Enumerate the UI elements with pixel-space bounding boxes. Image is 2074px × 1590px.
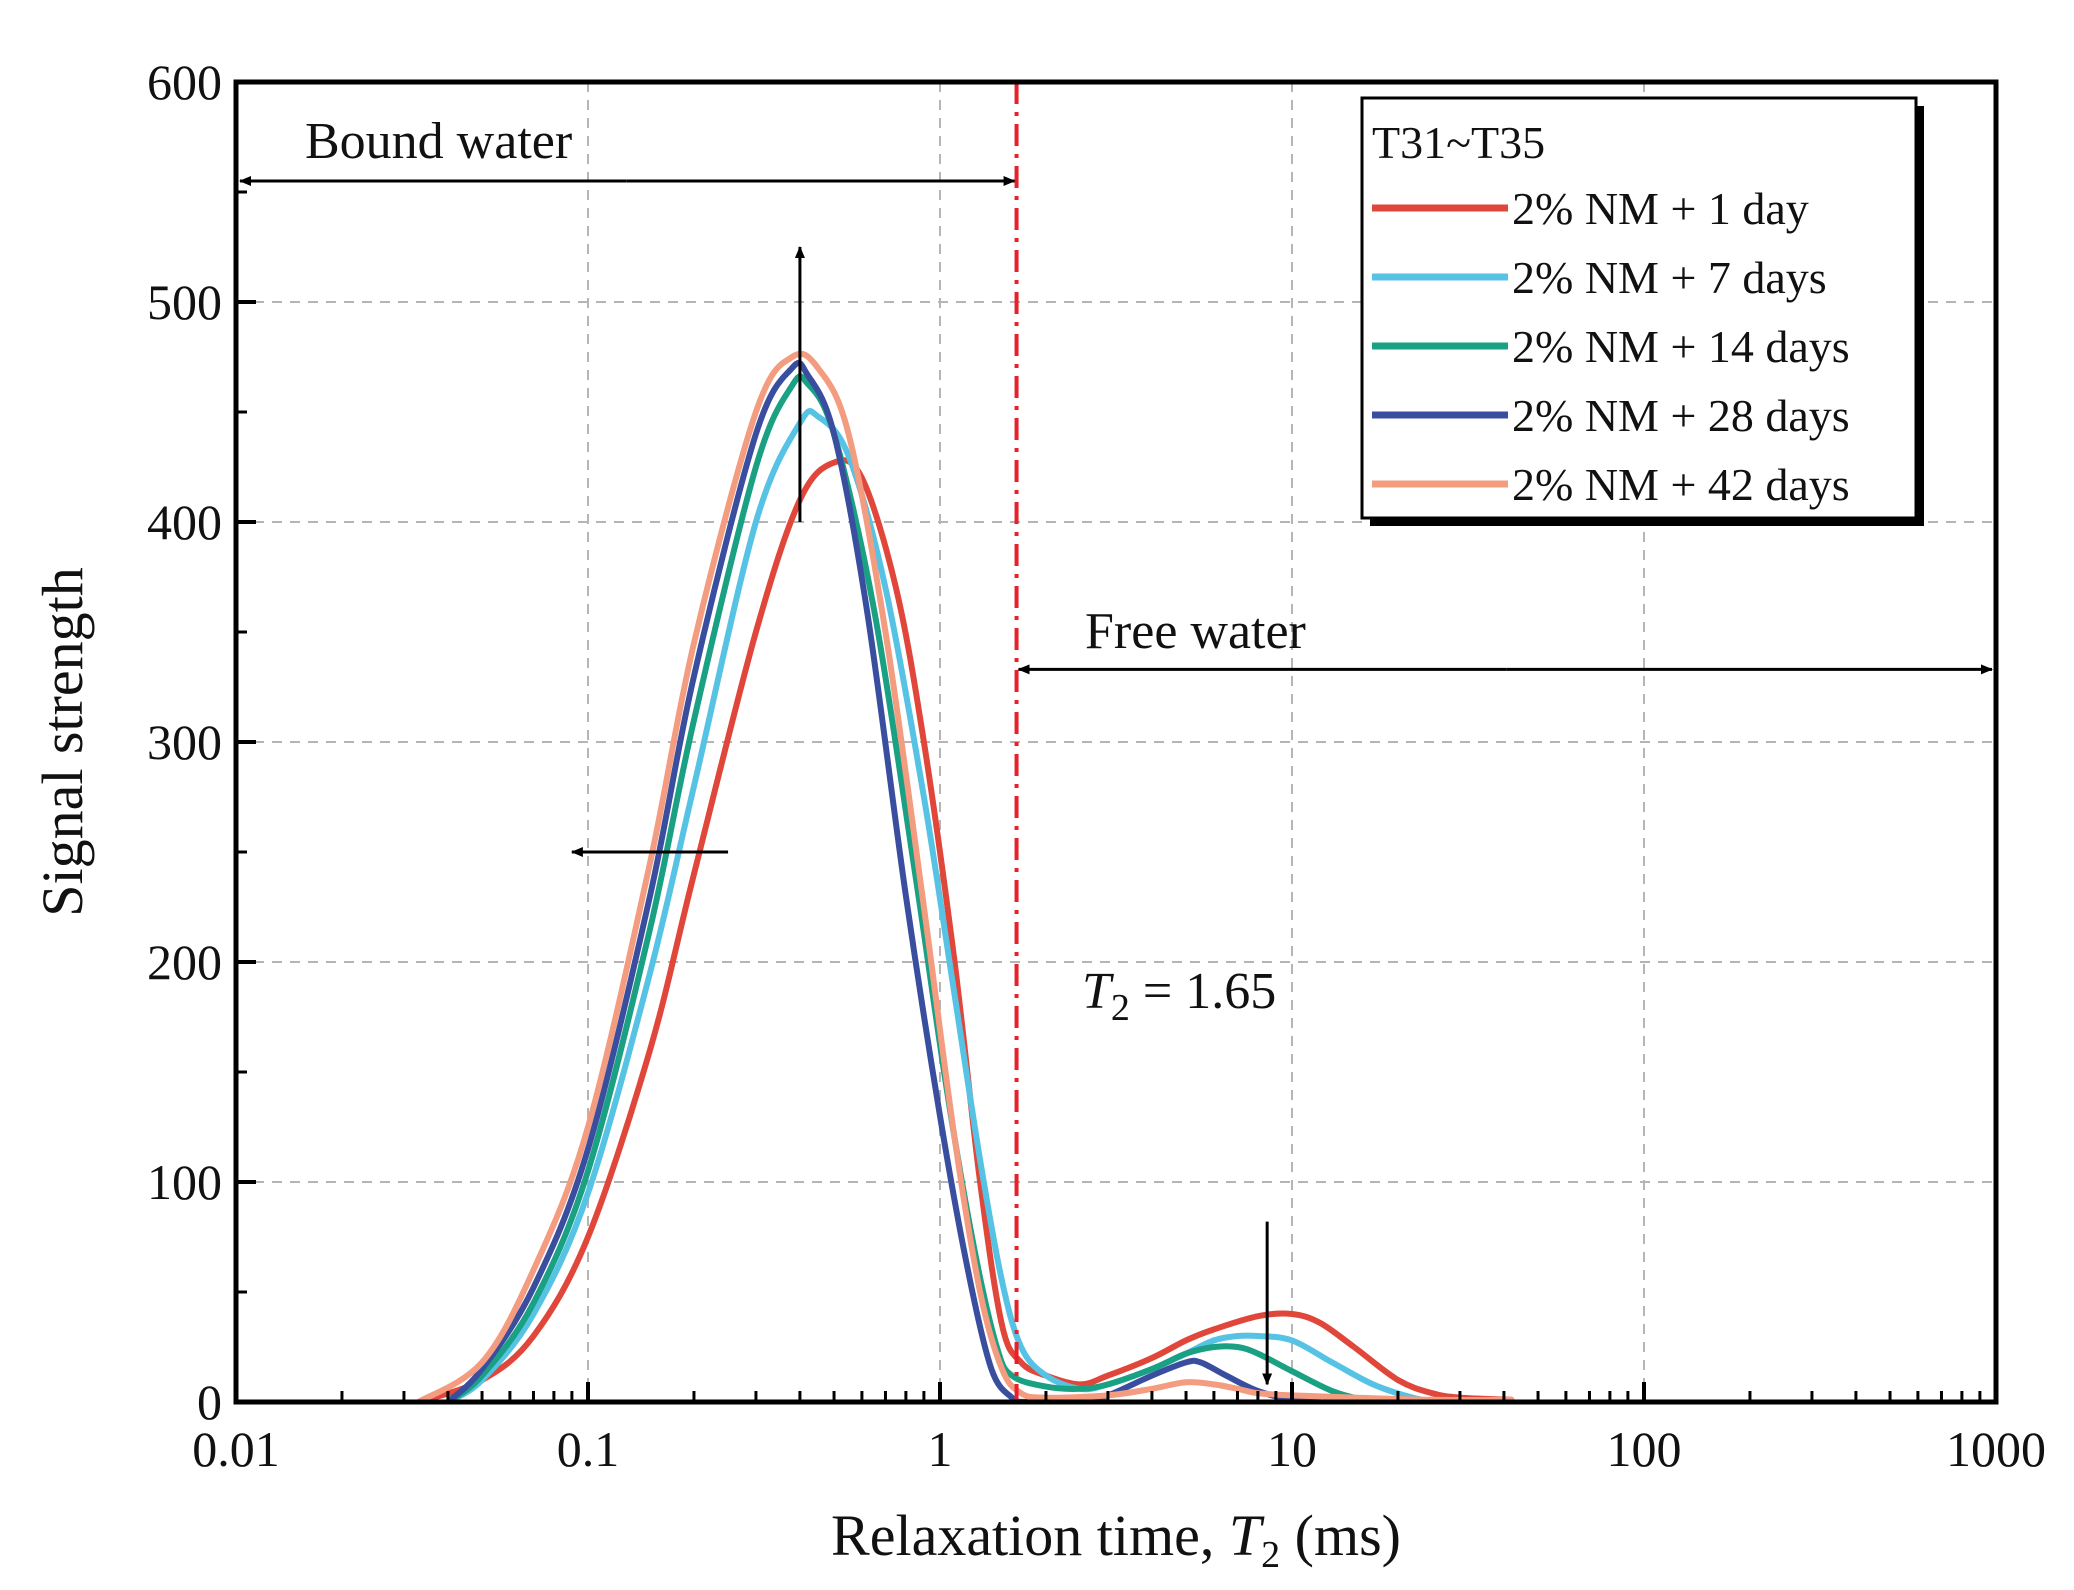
y-tick-label: 100: [147, 1154, 222, 1210]
legend-label-3: 2% NM + 14 days: [1512, 321, 1850, 372]
series-line-5: [415, 350, 1515, 1402]
legend: 2% NM + 1 day 2% NM + 7 days 2% NM + 14 da…: [1360, 96, 1924, 526]
axis-ticks: 0.01 0.1 1 10 100 1000 0 100 200 300 400 500 600: [147, 54, 2046, 1477]
bound-water-label: Bound water: [305, 113, 572, 170]
curves: [415, 350, 1515, 1402]
legend-title: T31~T35: [1372, 117, 1545, 168]
x-tick-label: 0.1: [557, 1421, 620, 1477]
y-tick-label: 500: [147, 274, 222, 330]
x-tick-label: 100: [1607, 1421, 1682, 1477]
x-axis-title: Relaxation time, T2 (ms): [831, 1503, 1401, 1576]
series-line-3: [444, 373, 1385, 1402]
annotations: [239, 176, 1993, 1386]
legend-label-1: 2% NM + 1 day: [1512, 183, 1809, 234]
legend-label-4: 2% NM + 28 days: [1512, 390, 1850, 441]
y-tick-label: 200: [147, 934, 222, 990]
x-tick-label: 10: [1267, 1421, 1317, 1477]
y-tick-label: 400: [147, 494, 222, 550]
x-tick-label: 1000: [1946, 1421, 2046, 1477]
series-line-4: [444, 359, 1323, 1402]
free-water-label: Free water: [1085, 603, 1306, 660]
legend-label-5: 2% NM + 42 days: [1512, 459, 1850, 510]
series-line-2: [444, 408, 1442, 1402]
y-axis-title: Signal strength: [30, 567, 95, 917]
y-tick-label: 300: [147, 714, 222, 770]
y-tick-label: 0: [197, 1374, 222, 1430]
x-tick-label: 1: [928, 1421, 953, 1477]
x-tick-label: 0.01: [192, 1421, 280, 1477]
y-tick-label: 600: [147, 54, 222, 110]
legend-box: [1360, 96, 1918, 520]
legend-label-2: 2% NM + 7 days: [1512, 252, 1827, 303]
threshold-label: T2 = 1.65: [1082, 963, 1276, 1029]
